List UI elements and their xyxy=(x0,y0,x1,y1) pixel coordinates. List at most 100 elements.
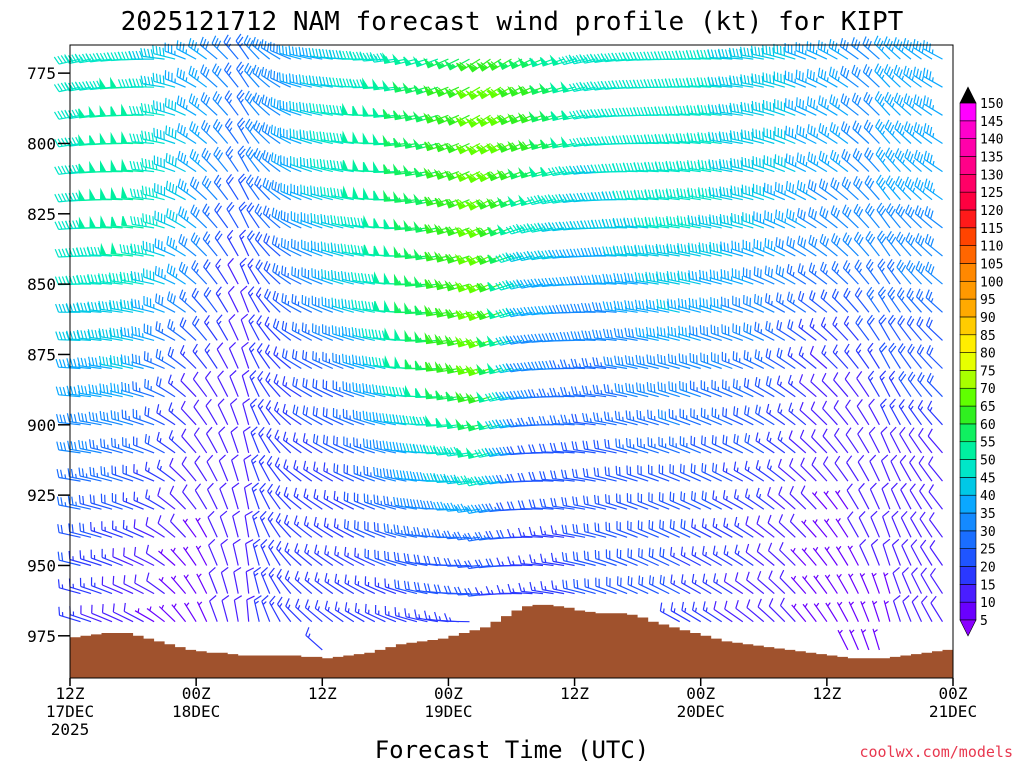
wind-barb xyxy=(560,81,586,93)
wind-barb xyxy=(831,260,849,285)
colorbar-tick-label: 25 xyxy=(980,543,996,558)
wind-barb xyxy=(463,504,491,514)
wind-barb xyxy=(343,464,365,482)
wind-barb xyxy=(193,399,208,426)
wind-barb xyxy=(261,122,281,144)
colorbar-swatch xyxy=(959,512,977,532)
wind-barb xyxy=(819,206,838,229)
wind-barb xyxy=(85,52,113,63)
wind-barb xyxy=(913,94,933,116)
wind-barb xyxy=(811,456,828,482)
wind-barb xyxy=(141,185,165,201)
wind-barb xyxy=(615,438,638,454)
wind-barb xyxy=(712,462,733,482)
wind-barb xyxy=(899,426,912,454)
wind-barb xyxy=(165,153,186,173)
wind-barb xyxy=(215,286,229,313)
wind-barb xyxy=(864,175,880,201)
wind-barb xyxy=(766,403,786,426)
wind-barb xyxy=(246,202,260,229)
wind-barb xyxy=(527,278,554,288)
wind-barb xyxy=(655,243,680,257)
wind-barb xyxy=(775,237,796,257)
wind-barb xyxy=(930,595,944,623)
wind-barb xyxy=(164,70,186,88)
wind-barb xyxy=(626,493,649,510)
wind-barb xyxy=(227,285,239,313)
wind-barb xyxy=(253,120,271,144)
wind-barb xyxy=(864,203,880,229)
wind-barb xyxy=(722,407,744,426)
wind-barb xyxy=(752,128,775,145)
wind-barb xyxy=(78,467,102,482)
wind-barb xyxy=(237,145,250,172)
wind-barb xyxy=(768,570,786,595)
wind-barb xyxy=(238,201,250,229)
wind-barb xyxy=(168,402,186,426)
wind-barb xyxy=(142,213,165,229)
wind-barb xyxy=(484,419,512,430)
wind-barb xyxy=(807,151,828,173)
wind-barb xyxy=(926,372,943,398)
wind-barb xyxy=(218,426,229,454)
wind-barb xyxy=(766,459,786,482)
wind-barb xyxy=(143,323,165,341)
wind-barb xyxy=(342,353,365,370)
wind-barb xyxy=(720,269,743,285)
wind-barb xyxy=(273,401,292,426)
wind-barb xyxy=(756,487,775,510)
y-axis: 775 800 825 850 875 900 925 950 975 xyxy=(27,64,70,646)
wind-barb xyxy=(321,269,344,285)
wind-barb xyxy=(907,343,922,369)
wind-barb xyxy=(675,105,701,116)
terrain-surface xyxy=(70,604,953,678)
wind-barb xyxy=(764,210,786,229)
wind-barb xyxy=(646,326,670,341)
wind-barb xyxy=(593,439,617,454)
wind-barb xyxy=(773,71,796,88)
wind-barb xyxy=(517,84,544,96)
wind-barb xyxy=(66,413,92,426)
wind-barb xyxy=(773,43,796,60)
wind-barb xyxy=(167,319,186,341)
wind-barb xyxy=(423,528,449,538)
wind-barb xyxy=(443,530,470,540)
colorbar-swatch xyxy=(959,120,977,139)
wind-barb xyxy=(776,320,796,341)
wind-barb xyxy=(583,523,607,538)
wind-barb xyxy=(808,234,828,257)
wind-barb xyxy=(592,384,617,398)
wind-barb xyxy=(741,184,764,201)
wind-barb xyxy=(820,317,838,341)
wind-barb xyxy=(914,177,933,201)
wind-barb xyxy=(766,431,786,454)
wind-barb xyxy=(248,342,260,369)
wind-barb xyxy=(920,567,933,594)
wind-barb xyxy=(486,335,512,347)
wind-barb xyxy=(443,474,470,485)
wind-barb xyxy=(463,476,491,487)
wind-barb xyxy=(856,399,870,426)
wind-barb xyxy=(583,550,607,567)
wind-barb xyxy=(298,74,323,88)
wind-barb xyxy=(228,341,239,369)
wind-barb xyxy=(915,288,933,313)
wind-barb xyxy=(898,399,912,426)
wind-barb xyxy=(822,456,838,482)
wind-barb xyxy=(637,492,659,510)
wind-barb xyxy=(373,522,397,538)
wind-barb xyxy=(658,492,680,510)
wind-barb xyxy=(894,148,912,173)
wind-barb xyxy=(516,223,544,234)
wind-barb xyxy=(231,454,239,482)
wind-barb xyxy=(549,415,575,426)
wind-barb xyxy=(690,463,712,482)
wind-barb xyxy=(602,246,628,257)
wind-barb xyxy=(232,510,241,538)
wind-barb xyxy=(157,515,176,538)
wind-barb xyxy=(246,230,260,257)
wind-barb xyxy=(560,414,586,426)
wind-barb xyxy=(155,293,176,313)
wind-barb xyxy=(754,376,775,398)
